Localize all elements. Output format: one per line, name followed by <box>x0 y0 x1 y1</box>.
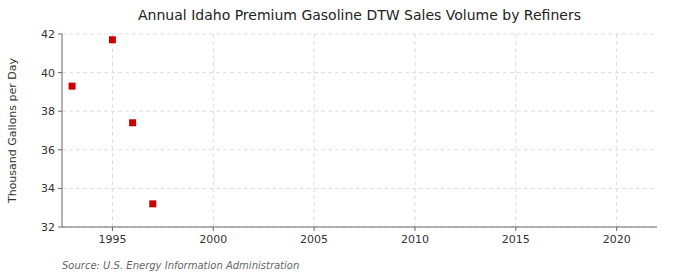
y-tick <box>58 227 62 228</box>
grid-line <box>515 34 516 227</box>
y-axis-label: Thousand Gallons per Day <box>6 57 19 204</box>
y-tick-label: 42 <box>41 28 55 41</box>
x-tick-label: 2010 <box>401 233 429 246</box>
y-tick <box>58 72 62 73</box>
x-tick-label: 2015 <box>502 233 530 246</box>
x-tick <box>515 227 516 231</box>
source-note: Source: U.S. Energy Information Administ… <box>62 260 299 271</box>
data-point <box>129 119 136 126</box>
chart: 1995 2000 2005 2010 2015 2020 32 34 36 38 40 42 Thou… <box>0 0 675 275</box>
x-tick <box>616 227 617 231</box>
y-tick-label: 38 <box>41 105 55 118</box>
grid-line <box>414 34 415 227</box>
x-tick-label: 2020 <box>603 233 631 246</box>
grid-line <box>62 227 657 228</box>
data-point <box>149 200 156 207</box>
y-tick <box>58 34 62 35</box>
axes: 1995 2000 2005 2010 2015 2020 32 34 36 38 40 42 <box>41 28 657 246</box>
grid-line <box>62 34 657 35</box>
data-point <box>109 36 116 43</box>
x-tick-label: 1995 <box>98 233 126 246</box>
y-tick-label: 40 <box>41 67 55 80</box>
x-axis-line <box>62 227 657 228</box>
y-axis-line <box>62 34 63 227</box>
grid-line <box>62 72 657 73</box>
chart-container: 1995 2000 2005 2010 2015 2020 32 34 36 38 40 42 Thou… <box>0 0 675 275</box>
grid-line <box>62 111 657 112</box>
grid-line <box>112 34 113 227</box>
grid-line <box>62 149 657 150</box>
points <box>69 36 157 207</box>
y-tick <box>58 111 62 112</box>
grid <box>62 34 657 227</box>
grid-line <box>616 34 617 227</box>
grid-line <box>213 34 214 227</box>
y-tick-label: 32 <box>41 221 55 234</box>
grid-line <box>314 34 315 227</box>
x-tick <box>213 227 214 231</box>
y-tick <box>58 188 62 189</box>
y-tick-label: 34 <box>41 182 55 195</box>
y-tick-label: 36 <box>41 144 55 157</box>
x-tick <box>314 227 315 231</box>
x-tick <box>414 227 415 231</box>
grid-line <box>62 188 657 189</box>
x-tick-label: 2005 <box>300 233 328 246</box>
x-tick-label: 2000 <box>199 233 227 246</box>
chart-title: Annual Idaho Premium Gasoline DTW Sales … <box>138 7 581 23</box>
x-tick <box>112 227 113 231</box>
y-tick <box>58 149 62 150</box>
data-point <box>69 83 76 90</box>
